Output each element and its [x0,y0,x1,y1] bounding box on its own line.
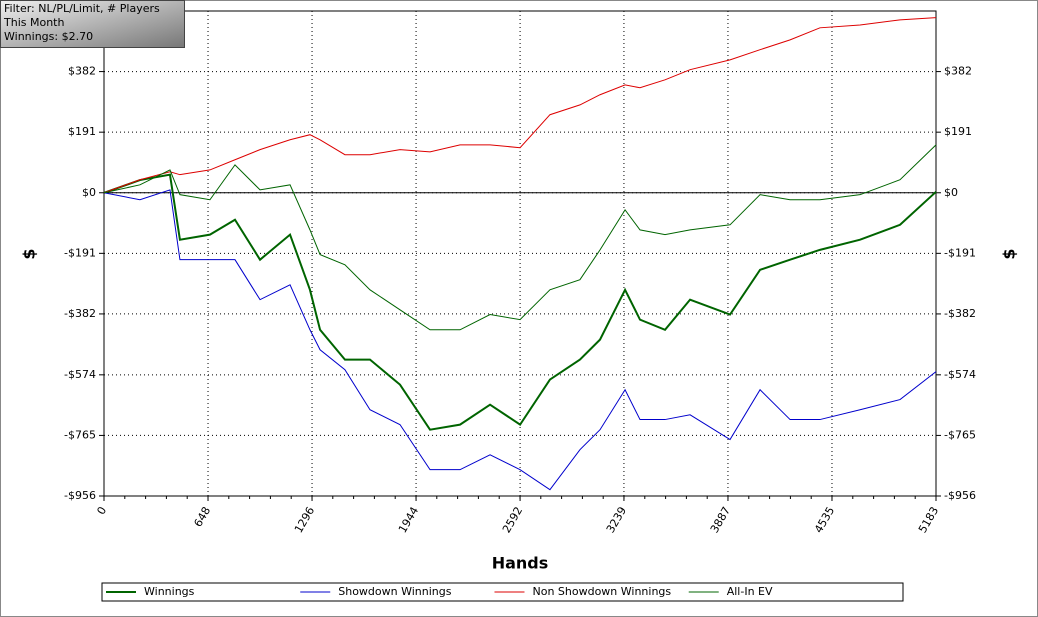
y-tick-label: $0 [82,186,96,199]
filter-text: Filter: NL/PL/Limit, # Players [4,2,160,15]
y-tick-label: -$191 [64,246,96,259]
legend-label: Showdown Winnings [338,585,452,598]
y-tick-label: $382 [68,65,96,78]
y-tick-label: -$765 [64,428,96,441]
y2-tick-label: -$191 [944,246,976,259]
series-line [103,173,937,431]
legend-label: Winnings [144,585,195,598]
y2-tick-label: $191 [944,125,972,138]
y-tick-label: -$956 [64,489,96,502]
y-axis-label: $ [20,248,39,259]
filter-text: Winnings: $2.70 [4,30,93,43]
x-axis-label: Hands [492,554,549,573]
legend-label: Non Showdown Winnings [532,585,671,598]
y2-tick-label: -$382 [944,307,976,320]
y-tick-label: $191 [68,125,96,138]
filter-text: This Month [3,16,64,29]
series-line [103,144,937,331]
y2-tick-label: -$956 [944,489,976,502]
y2-tick-label: $0 [944,186,958,199]
series-line [103,17,937,194]
filter-box [0,0,185,48]
y2-tick-label: -$574 [944,368,976,381]
y2-tick-label: -$765 [944,428,976,441]
y2-axis-label: $ [1000,248,1019,259]
y-tick-label: -$574 [64,368,96,381]
y-tick-label: -$382 [64,307,96,320]
legend-label: All-In EV [727,585,773,598]
y2-tick-label: $382 [944,65,972,78]
series-line [103,189,937,491]
plot-border [103,10,937,497]
